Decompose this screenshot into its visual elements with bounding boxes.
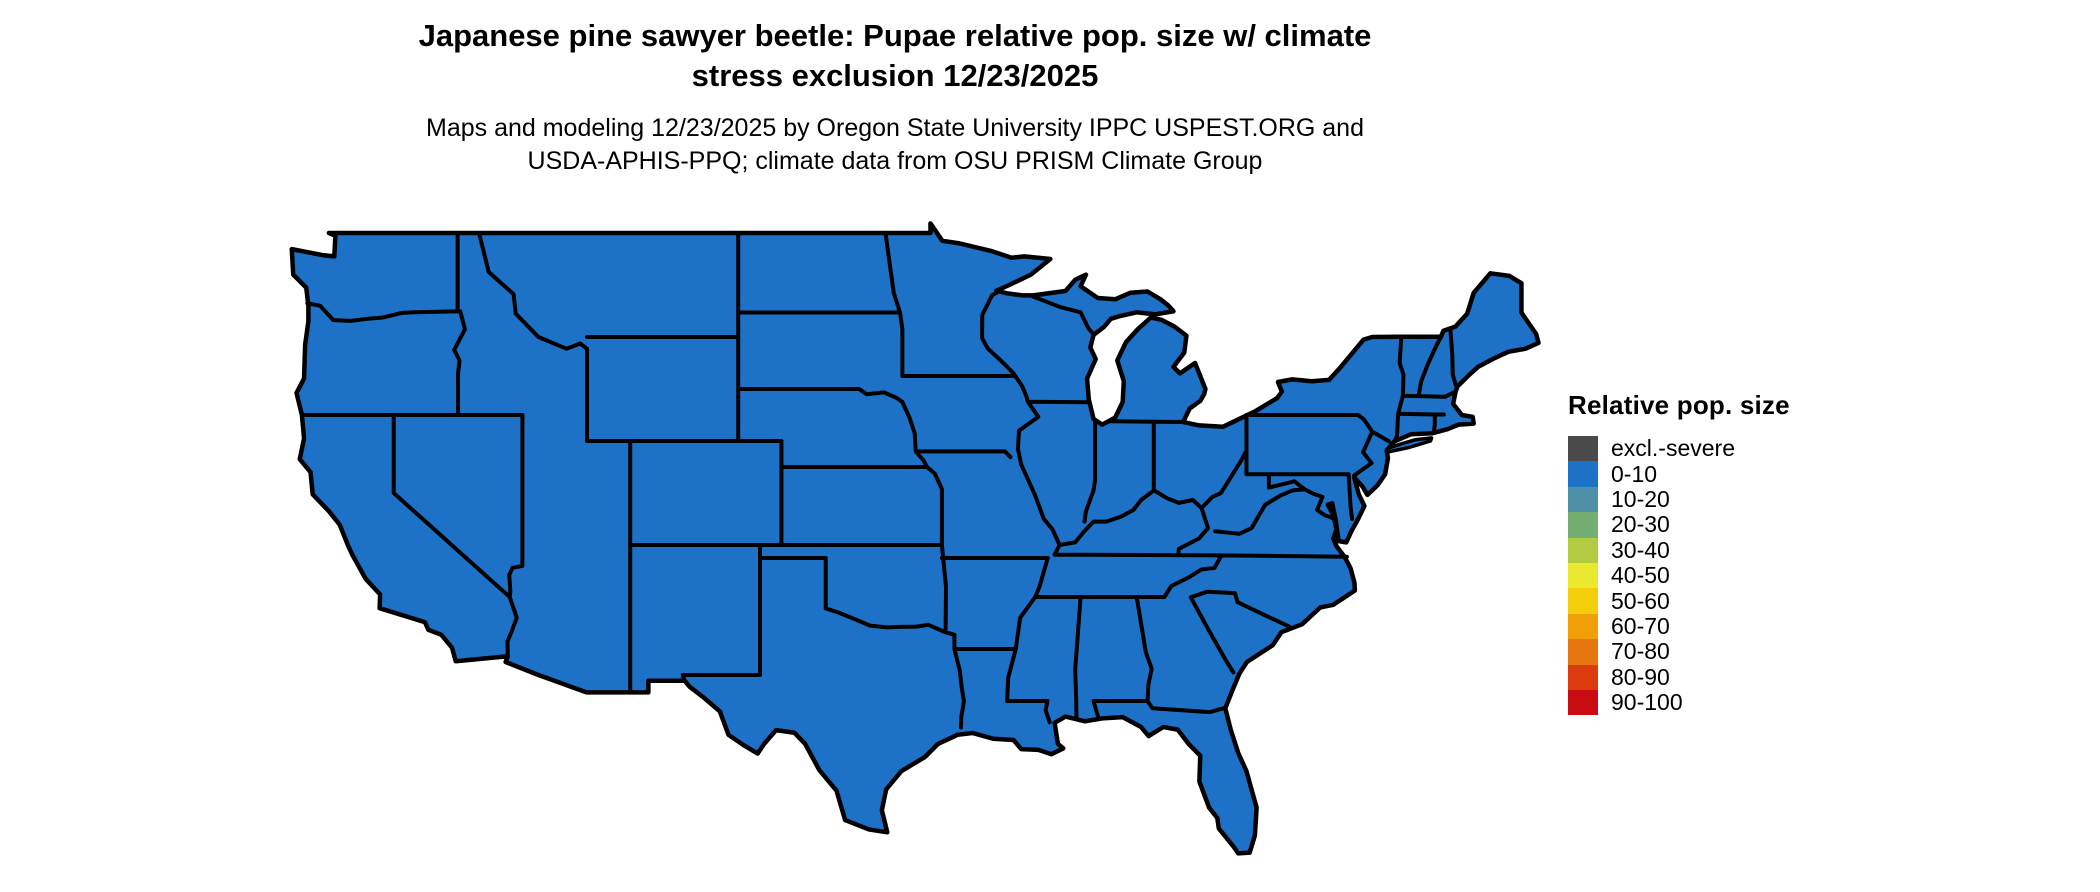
legend-label: 70-80 [1611, 638, 1670, 665]
page-subtitle: Maps and modeling 12/23/2025 by Oregon S… [55, 112, 1735, 178]
legend-label: 50-60 [1611, 587, 1670, 614]
legend-item: excl.-severe [1568, 435, 1790, 462]
legend-label: 10-20 [1611, 485, 1670, 512]
legend-label: 60-70 [1611, 612, 1670, 639]
legend-swatch [1568, 486, 1598, 513]
legend-swatch [1568, 512, 1598, 538]
legend-swatch [1568, 436, 1598, 462]
legend-swatch [1568, 613, 1598, 640]
legend-label: 80-90 [1611, 663, 1670, 690]
legend-label: excl.-severe [1611, 435, 1735, 462]
legend-item: 50-60 [1568, 587, 1790, 614]
legend-item: 80-90 [1568, 663, 1790, 690]
long-island [1388, 438, 1431, 452]
legend-item: 30-40 [1568, 536, 1790, 563]
legend-item: 10-20 [1568, 485, 1790, 513]
legend-swatch [1568, 461, 1598, 487]
legend-swatch [1568, 689, 1598, 716]
state-borders [302, 233, 1456, 728]
legend-swatch [1568, 639, 1598, 665]
legend-swatch [1568, 537, 1598, 563]
legend-item: 70-80 [1568, 638, 1790, 665]
subtitle-line-2: USDA-APHIS-PPQ; climate data from OSU PR… [527, 147, 1263, 175]
legend-item: 0-10 [1568, 460, 1790, 487]
legend: Relative pop. size excl.-severe 0-10 10-20… [1568, 390, 1790, 716]
title-line-2: stress exclusion 12/23/2025 [691, 58, 1099, 93]
legend-label: 0-10 [1611, 460, 1658, 487]
legend-item: 20-30 [1568, 511, 1790, 538]
legend-label: 30-40 [1611, 536, 1670, 563]
legend-label: 90-100 [1611, 689, 1683, 716]
title-line-1: Japanese pine sawyer beetle: Pupae relat… [418, 18, 1372, 53]
legend-swatch [1568, 588, 1598, 614]
legend-item: 40-50 [1568, 562, 1790, 589]
legend-swatch [1568, 664, 1598, 690]
legend-item: 60-70 [1568, 612, 1790, 640]
page-title: Japanese pine sawyer beetle: Pupae relat… [55, 16, 1735, 96]
legend-items: excl.-severe 0-10 10-20 20-30 30-40 40-50 50-6… [1568, 435, 1790, 716]
legend-item: 90-100 [1568, 689, 1790, 716]
conus-outline [292, 223, 1539, 853]
legend-swatch [1568, 562, 1598, 589]
legend-title: Relative pop. size [1568, 390, 1790, 420]
subtitle-line-1: Maps and modeling 12/23/2025 by Oregon S… [426, 114, 1364, 142]
legend-label: 40-50 [1611, 562, 1670, 589]
title-block: Japanese pine sawyer beetle: Pupae relat… [55, 16, 1735, 178]
legend-label: 20-30 [1611, 511, 1670, 538]
